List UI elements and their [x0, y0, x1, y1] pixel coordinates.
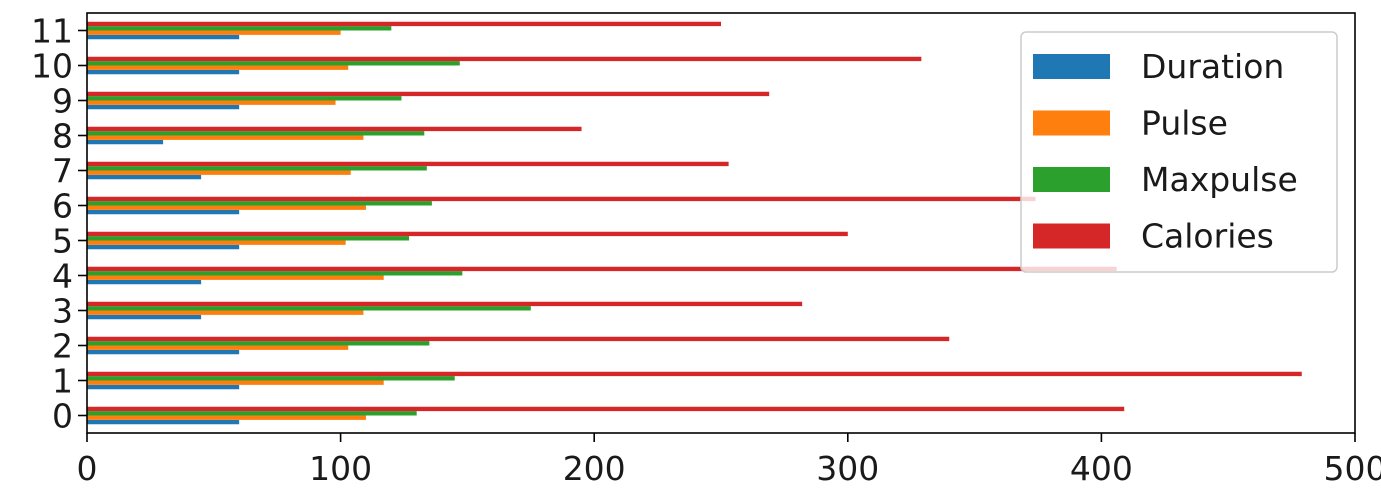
bar-pulse-0 — [87, 415, 366, 420]
y-tick-label: 2 — [52, 327, 73, 366]
legend: Duration Pulse Maxpulse Calories — [1020, 31, 1338, 273]
bar-calories-6 — [87, 196, 1036, 202]
bar-calories-3 — [87, 301, 803, 307]
legend-label-calories: Calories — [1141, 217, 1274, 256]
bar-pulse-5 — [87, 240, 346, 245]
legend-swatch-pulse — [1033, 110, 1110, 136]
bar-calories-5 — [87, 231, 848, 237]
bar-pulse-2 — [87, 345, 349, 350]
y-tick-label: 4 — [52, 257, 73, 296]
legend-label-maxpulse: Maxpulse — [1141, 160, 1298, 199]
x-tick-label: 500 — [1324, 449, 1381, 488]
y-tick-label: 8 — [52, 117, 73, 156]
bar-maxpulse-8 — [87, 131, 425, 136]
bar-pulse-1 — [87, 380, 384, 385]
bar-pulse-7 — [87, 170, 351, 175]
bar-maxpulse-3 — [87, 306, 531, 311]
bar-pulse-4 — [87, 275, 384, 280]
bar-calories-11 — [87, 21, 721, 27]
bar-pulse-9 — [87, 100, 336, 105]
bar-duration-10 — [87, 69, 240, 75]
x-tick-label: 200 — [563, 449, 626, 488]
y-tick-label: 1 — [52, 362, 73, 401]
bar-calories-9 — [87, 91, 770, 97]
y-tick-label: 10 — [31, 47, 73, 86]
bar-duration-1 — [87, 384, 240, 390]
bar-calories-0 — [87, 406, 1125, 412]
bar-maxpulse-5 — [87, 236, 410, 241]
axes-frame — [86, 12, 1356, 434]
y-tick-label: 9 — [52, 82, 73, 121]
bar-duration-5 — [87, 244, 240, 250]
x-tick-label: 400 — [1070, 449, 1133, 488]
bar-maxpulse-0 — [87, 411, 417, 416]
bar-duration-7 — [87, 174, 202, 180]
bar-duration-2 — [87, 349, 240, 355]
bar-calories-7 — [87, 161, 729, 167]
bar-calories-10 — [87, 56, 922, 62]
x-axis: 0 100 200 300 400 500 — [77, 433, 1381, 488]
bar-maxpulse-7 — [87, 166, 427, 171]
y-tick-label: 3 — [52, 292, 73, 331]
bar-pulse-3 — [87, 310, 364, 315]
legend-swatch-calories — [1033, 223, 1110, 249]
bar-duration-0 — [87, 419, 240, 425]
bar-maxpulse-2 — [87, 341, 430, 346]
bar-duration-3 — [87, 314, 202, 320]
bar-pulse-10 — [87, 65, 349, 70]
bar-pulse-8 — [87, 135, 364, 140]
bar-maxpulse-4 — [87, 271, 463, 276]
bar-duration-11 — [87, 34, 240, 40]
bar-calories-1 — [87, 371, 1302, 377]
bars-group — [87, 21, 1302, 425]
y-tick-label: 0 — [52, 397, 73, 436]
bar-duration-8 — [87, 139, 164, 145]
legend-label-duration: Duration — [1141, 47, 1284, 86]
bar-calories-2 — [87, 336, 950, 342]
bar-pulse-6 — [87, 205, 366, 210]
x-tick-label: 0 — [77, 449, 98, 488]
legend-swatch-maxpulse — [1033, 167, 1110, 192]
y-tick-label: 11 — [31, 12, 73, 51]
bar-duration-4 — [87, 279, 202, 285]
bar-calories-8 — [87, 126, 582, 132]
bar-maxpulse-11 — [87, 26, 392, 31]
bar-duration-6 — [87, 209, 240, 215]
legend-label-pulse: Pulse — [1141, 104, 1228, 143]
bar-maxpulse-6 — [87, 201, 432, 206]
y-tick-label: 6 — [52, 187, 73, 226]
bar-maxpulse-1 — [87, 376, 455, 381]
x-tick-label: 100 — [309, 449, 372, 488]
x-tick-label: 300 — [816, 449, 879, 488]
legend-frame — [1020, 31, 1338, 273]
bar-maxpulse-9 — [87, 96, 402, 101]
y-tick-label: 7 — [52, 152, 73, 191]
bar-maxpulse-10 — [87, 61, 460, 66]
bar-pulse-11 — [87, 30, 341, 35]
bar-calories-4 — [87, 266, 1117, 272]
y-tick-label: 5 — [52, 222, 73, 261]
legend-swatch-duration — [1033, 54, 1110, 79]
bar-duration-9 — [87, 104, 240, 110]
